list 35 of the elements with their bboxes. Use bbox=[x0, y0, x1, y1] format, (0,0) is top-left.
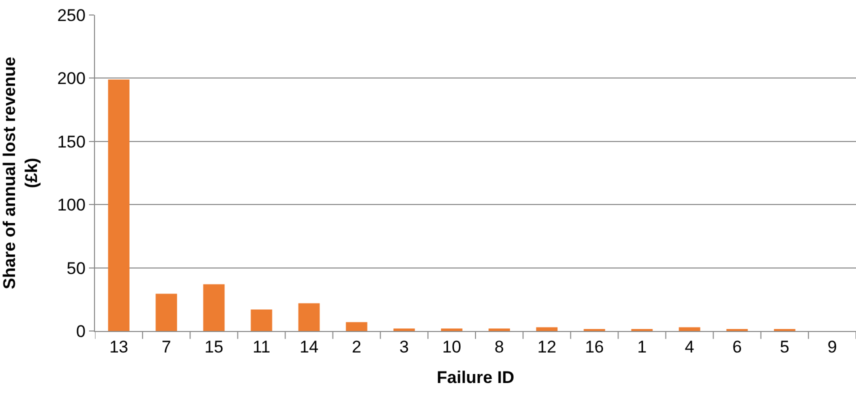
x-tick-label: 6 bbox=[732, 337, 742, 356]
y-axis-title: Share of annual lost revenue (£k) bbox=[0, 56, 42, 290]
bar bbox=[108, 79, 130, 331]
x-tick-label: 12 bbox=[537, 337, 556, 356]
bar bbox=[203, 284, 225, 331]
x-tick-label: 3 bbox=[399, 337, 409, 356]
y-tick-label: 200 bbox=[57, 69, 86, 88]
x-tick-label: 7 bbox=[162, 337, 172, 356]
bar bbox=[393, 328, 415, 331]
x-tick-label: 4 bbox=[684, 337, 694, 356]
y-tick-label: 150 bbox=[57, 132, 86, 152]
x-tick-label: 9 bbox=[827, 337, 837, 356]
y-tick-label: 250 bbox=[57, 6, 86, 25]
x-tick-label: 1 bbox=[637, 337, 647, 356]
x-axis-title: Failure ID bbox=[436, 368, 514, 387]
x-tick-label: 5 bbox=[780, 337, 790, 356]
bar bbox=[536, 327, 558, 331]
y-tick-label: 50 bbox=[66, 258, 86, 278]
bar bbox=[346, 322, 368, 331]
x-tick-label: 10 bbox=[442, 337, 462, 356]
bar bbox=[250, 310, 272, 331]
bar bbox=[156, 294, 178, 331]
x-tick-label: 13 bbox=[109, 337, 128, 356]
x-tick-label: 15 bbox=[204, 337, 224, 356]
x-tick-label: 14 bbox=[300, 337, 318, 356]
y-tick-label: 0 bbox=[76, 322, 86, 341]
x-tick-label: 8 bbox=[494, 337, 504, 356]
x-tick-label: 2 bbox=[352, 337, 362, 356]
x-tick-label: 16 bbox=[584, 337, 604, 356]
bar bbox=[488, 328, 510, 331]
bar bbox=[678, 327, 700, 331]
bar bbox=[298, 303, 320, 331]
bar bbox=[441, 328, 462, 331]
x-tick-label: 11 bbox=[252, 337, 270, 356]
y-tick-label: 100 bbox=[57, 196, 86, 215]
